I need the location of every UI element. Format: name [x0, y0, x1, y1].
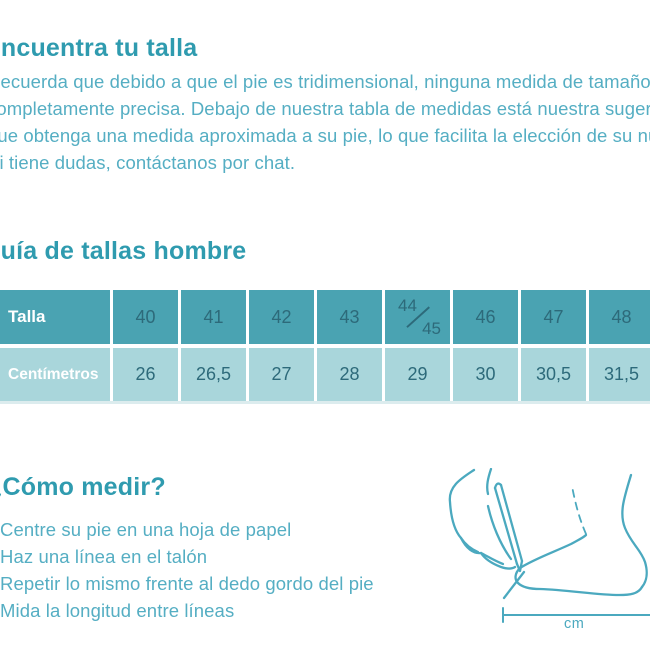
foot-heel: [621, 473, 648, 589]
measure-step: Mida la longitud entre líneas: [0, 600, 235, 621]
row-label-centimetros: Centímetros: [8, 365, 99, 383]
hand-thumb: [486, 504, 513, 561]
drawn-mark: [502, 570, 526, 600]
how-to-measure-heading: ¿Cómo medir?: [0, 473, 166, 501]
split-size-bottom: 45: [422, 319, 441, 338]
cm-cell: 30,5: [518, 348, 586, 401]
table-row-sizes: Talla 40 41 42 43 44 45 46 47 48: [0, 290, 650, 344]
foot-sole: [514, 566, 644, 597]
size-cell: 48: [586, 290, 650, 344]
cm-cell: 29: [382, 348, 450, 401]
cm-cell: 27: [246, 348, 314, 401]
size-cell-split: 44 45: [382, 290, 450, 344]
measure-step: Haz una línea en el talón: [0, 546, 208, 567]
size-cell: 47: [518, 290, 586, 344]
split-size-top: 44: [398, 296, 417, 315]
size-table: Talla 40 41 42 43 44 45 46 47 48 Centíme…: [0, 290, 650, 404]
pen-icon: [493, 486, 519, 566]
pen-icon: [499, 483, 524, 563]
intro-paragraph-line: Recuerda que debido a que el pie es trid…: [0, 71, 650, 92]
foot-instep: [518, 533, 588, 570]
pen-icon: [493, 482, 503, 490]
measure-step: Repetir lo mismo frente al dedo gordo de…: [0, 573, 374, 594]
table-row-centimeters: Centímetros 26 26,5 27 28 29 30 30,5 31,…: [0, 348, 650, 404]
hand-fingers: [459, 536, 505, 566]
shin-dashed-line: [571, 485, 587, 535]
size-cell: 46: [450, 290, 518, 344]
intro-paragraph-line: que obtenga una medida aproximada a su p…: [0, 125, 650, 146]
measure-step: Centre su pie en una hoja de papel: [0, 519, 292, 540]
cm-cell: 28: [314, 348, 382, 401]
hand-wrist: [486, 468, 493, 496]
intro-paragraph-line: Si tiene dudas, contáctanos por chat.: [0, 152, 296, 173]
size-cell: 43: [314, 290, 382, 344]
cm-cell: 30: [450, 348, 518, 401]
cm-unit-label: cm: [564, 616, 585, 632]
cm-cell: 31,5: [586, 348, 650, 401]
pen-tip: [515, 559, 524, 573]
size-cell: 40: [110, 290, 178, 344]
row-label-talla: Talla: [8, 307, 46, 326]
cm-cell: 26: [110, 348, 178, 401]
foot-measuring-illustration: [448, 468, 650, 623]
size-cell: 42: [246, 290, 314, 344]
hand-fingers: [479, 551, 517, 570]
cm-cell: 26,5: [178, 348, 246, 401]
page-title: Encuentra tu talla: [0, 34, 198, 62]
size-guide-heading: Guía de tallas hombre: [0, 237, 247, 265]
hand-outline: [448, 468, 480, 554]
size-cell: 41: [178, 290, 246, 344]
intro-paragraph-line: completamente precisa. Debajo de nuestra…: [0, 98, 650, 119]
